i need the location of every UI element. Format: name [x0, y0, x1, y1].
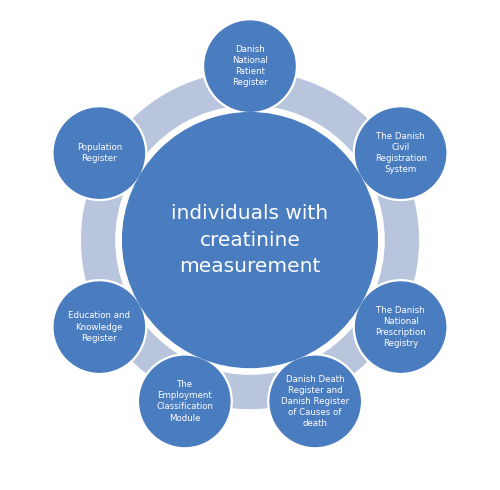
Circle shape: [115, 105, 385, 375]
Text: The Danish
National
Prescription
Registry: The Danish National Prescription Registr…: [376, 306, 426, 348]
Circle shape: [52, 279, 148, 375]
Text: The
Employment
Classification
Module: The Employment Classification Module: [156, 380, 214, 422]
Circle shape: [205, 21, 295, 111]
Circle shape: [352, 279, 448, 375]
Circle shape: [122, 113, 378, 368]
Circle shape: [202, 18, 298, 114]
Text: Danish
National
Patient
Register: Danish National Patient Register: [232, 45, 268, 87]
Circle shape: [52, 105, 148, 201]
Text: Education and
Knowledge
Register: Education and Knowledge Register: [68, 312, 130, 343]
Circle shape: [356, 282, 446, 372]
Circle shape: [352, 105, 448, 201]
Circle shape: [54, 108, 144, 198]
Text: Population
Register: Population Register: [76, 143, 122, 163]
Text: Danish Death
Register and
Danish Register
of Causes of
death: Danish Death Register and Danish Registe…: [281, 375, 349, 428]
Text: individuals with
creatinine
measurement: individuals with creatinine measurement: [172, 204, 328, 276]
Circle shape: [54, 282, 144, 372]
Text: The Danish
Civil
Registration
System: The Danish Civil Registration System: [374, 132, 426, 174]
Circle shape: [137, 353, 233, 449]
Circle shape: [140, 356, 230, 446]
Circle shape: [81, 71, 419, 409]
Circle shape: [267, 353, 363, 449]
Circle shape: [270, 356, 360, 446]
Circle shape: [356, 108, 446, 198]
